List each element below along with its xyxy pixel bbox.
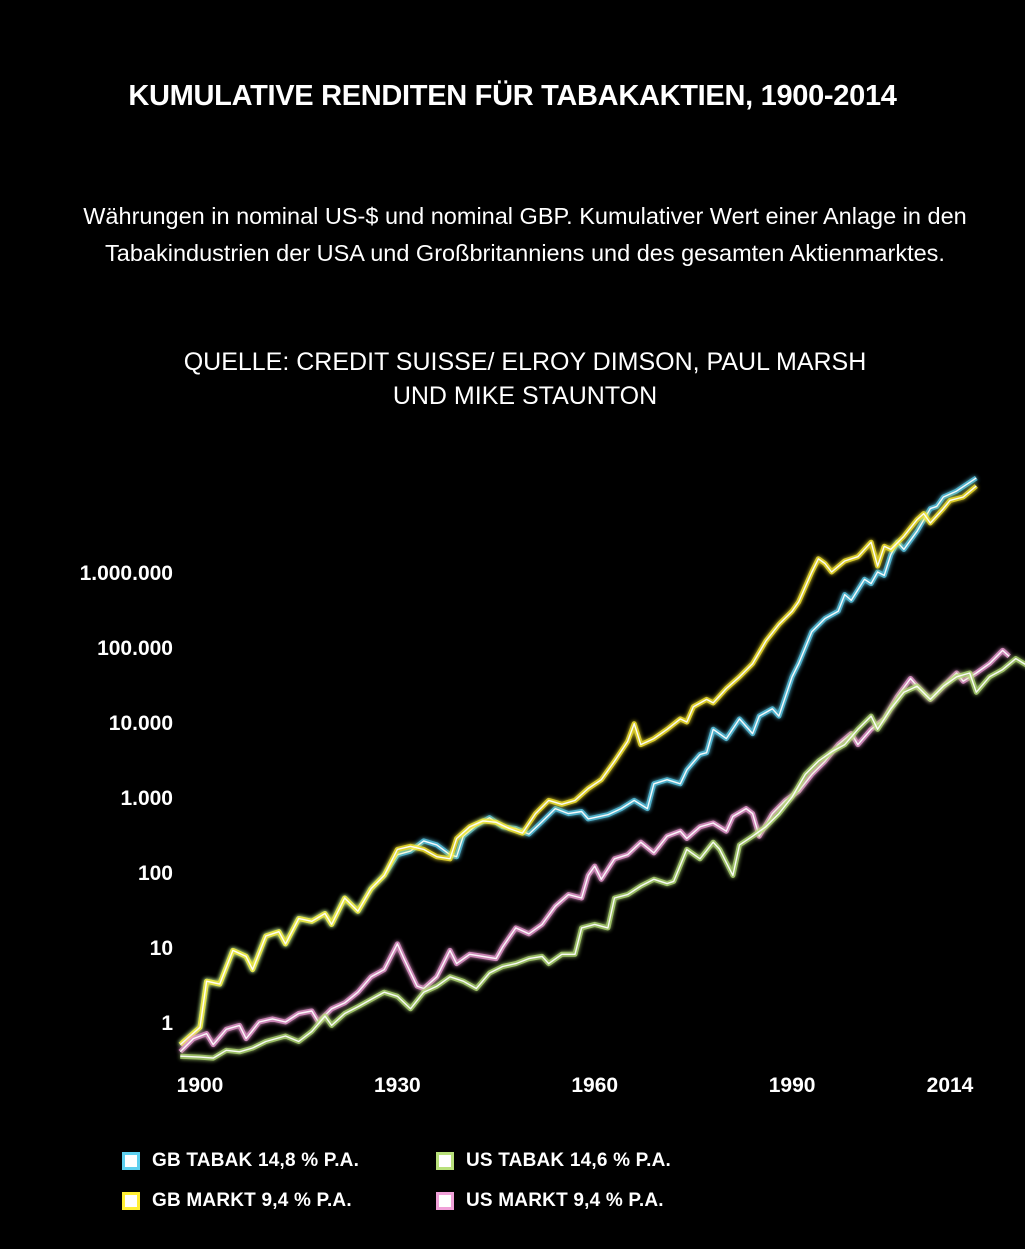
series-line-glow-1	[178, 484, 978, 1047]
x-tick-label: 1900	[177, 1074, 224, 1097]
legend-item-us-markt: US MARKT 9,4 % P.A.	[436, 1190, 664, 1212]
legend-swatch-us-tabak	[436, 1152, 454, 1170]
y-tick-label: 1.000.000	[80, 562, 173, 585]
chart-title: KUMULATIVE RENDITEN FÜR TABAKAKTIEN, 190…	[128, 80, 897, 112]
y-tick-label: 1	[161, 1012, 173, 1035]
chart-source: QUELLE: CREDIT SUISSE/ ELROY DIMSON, PAU…	[80, 345, 970, 413]
series-line-0	[179, 477, 977, 1046]
x-tick-label: 1960	[571, 1074, 618, 1097]
source-line-2: UND MIKE STAUNTON	[392, 382, 658, 410]
x-tick-label: 1990	[769, 1074, 816, 1097]
series-line-2	[179, 649, 1010, 1053]
series-line-glow-3	[180, 656, 1025, 1061]
x-tick-label: 2014	[927, 1074, 974, 1097]
series-line-1	[179, 485, 977, 1046]
legend-swatch-gb-markt	[122, 1192, 140, 1210]
y-tick-label: 1.000	[120, 787, 173, 810]
x-axis-labels: 1900 1930 1960 1990 2014	[177, 1074, 974, 1097]
series-layer	[178, 475, 1025, 1061]
y-tick-label: 10	[150, 937, 173, 960]
series-line-glow-2	[178, 647, 1011, 1054]
series-line-glow-0	[178, 475, 978, 1047]
chart-subtitle: Währungen in nominal US-$ und nominal GB…	[83, 203, 967, 266]
x-tick-label: 1930	[374, 1074, 421, 1097]
legend-item-gb-markt: GB MARKT 9,4 % P.A.	[122, 1190, 352, 1212]
legend-swatch-gb-tabak	[122, 1152, 140, 1170]
series-line-3	[180, 657, 1025, 1059]
source-line-1: QUELLE: CREDIT SUISSE/ ELROY DIMSON, PAU…	[183, 348, 867, 376]
legend-label-us-tabak: US TABAK 14,6 % P.A.	[466, 1150, 671, 1171]
legend-item-us-tabak: US TABAK 14,6 % P.A.	[436, 1150, 671, 1172]
y-axis-labels: 1 10 100 1.000 10.000 100.000 1.000.000	[80, 562, 174, 1035]
y-tick-label: 10.000	[109, 712, 173, 735]
legend-item-gb-tabak: GB TABAK 14,8 % P.A.	[122, 1150, 359, 1172]
legend-swatch-us-markt	[436, 1192, 454, 1210]
y-tick-label: 100	[138, 862, 173, 885]
legend-label-gb-markt: GB MARKT 9,4 % P.A.	[152, 1190, 352, 1211]
legend-label-us-markt: US MARKT 9,4 % P.A.	[466, 1190, 664, 1211]
y-tick-label: 100.000	[97, 637, 173, 660]
legend-label-gb-tabak: GB TABAK 14,8 % P.A.	[152, 1150, 360, 1171]
